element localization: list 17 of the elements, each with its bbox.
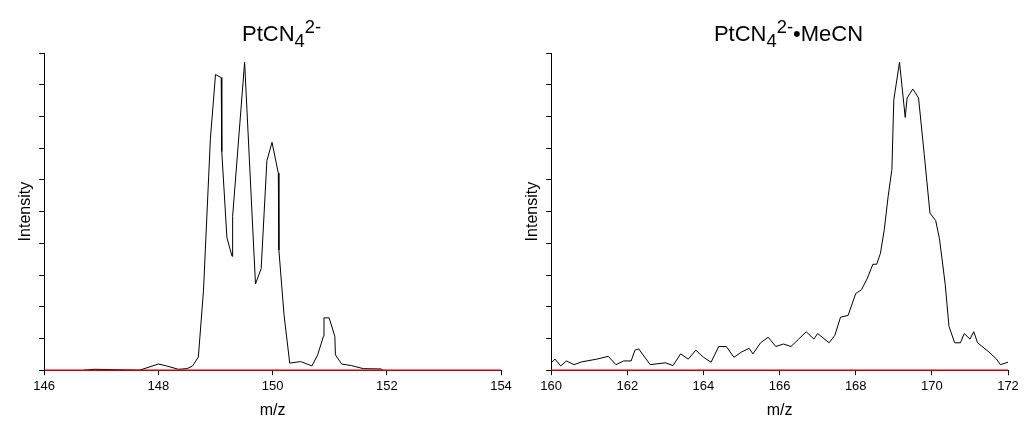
x-tick-label: 166 [768,377,791,393]
x-tick-label: 148 [147,377,170,393]
y-axis-title: Intensity [16,181,34,242]
x-axis-title: m/z [766,400,793,418]
x-tick-label: 150 [261,377,284,393]
x-tick-label: 160 [540,377,563,393]
x-axis-title: m/z [259,400,286,418]
x-tick-label: 162 [616,377,639,393]
x-tick-label: 170 [921,377,943,393]
x-tick-label: 146 [33,377,56,393]
x-tick-label: 152 [375,377,398,393]
x-tick-label: 172 [997,377,1019,393]
x-tick-label: 154 [490,377,512,393]
x-tick-label: 164 [692,377,715,393]
y-axis-title: Intensity [523,181,541,242]
chart-title: PtCN$_{4}$$^{2-}$•MeCN [712,16,865,52]
x-tick-label: 168 [844,377,867,393]
